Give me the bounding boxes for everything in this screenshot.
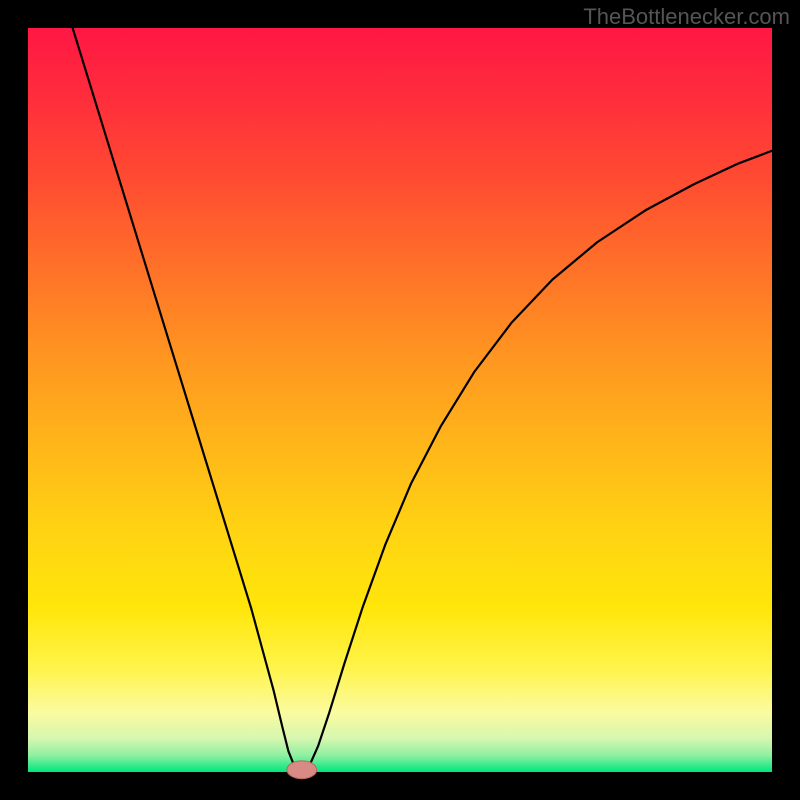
plot-background (28, 28, 772, 772)
chart-container: TheBottlenecker.com (0, 0, 800, 800)
plot-canvas (0, 0, 800, 800)
watermark-text: TheBottlenecker.com (583, 4, 790, 30)
optimal-marker (287, 761, 317, 779)
